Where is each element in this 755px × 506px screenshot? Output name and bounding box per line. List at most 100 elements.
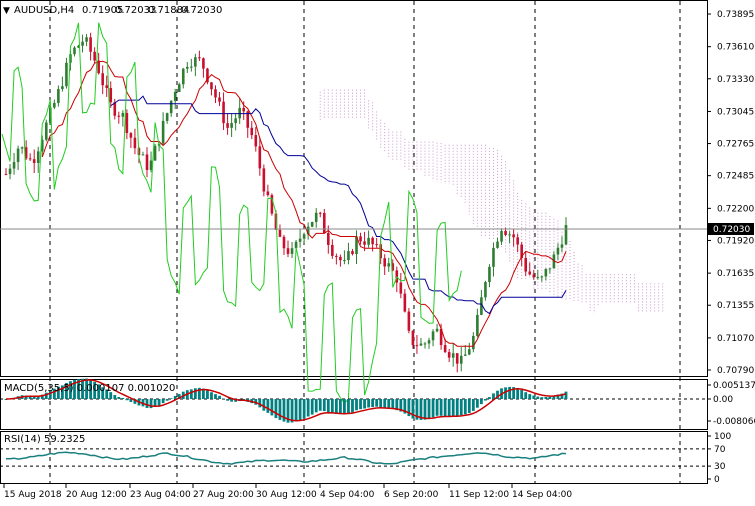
candle-body: [544, 268, 548, 277]
candle-body: [403, 293, 407, 312]
candle-body: [109, 88, 113, 103]
macd-signal-line: [5, 379, 567, 422]
candle-body: [496, 241, 499, 248]
macd-bar: [89, 379, 93, 399]
time-tick-label: 14 Sep 04:00: [512, 490, 572, 500]
macd-bar: [347, 399, 350, 414]
time-tick-label: 20 Aug 12:00: [66, 490, 127, 500]
macd-bar: [322, 399, 326, 412]
rsi-tick-label: 30: [714, 462, 726, 472]
macd-bar: [524, 392, 528, 399]
candle-body: [488, 266, 491, 283]
macd-bar: [471, 399, 475, 411]
rsi-title: RSI(14) 59.2325: [4, 434, 85, 445]
candle-body: [194, 57, 197, 67]
macd-bar: [97, 384, 101, 399]
rsi-tick-label: 100: [714, 432, 731, 442]
time-tick-label: 15 Aug 2018: [4, 490, 62, 500]
macd-bar: [149, 399, 153, 409]
candle-body: [65, 62, 68, 87]
macd-bar: [427, 399, 431, 419]
candle-body: [161, 120, 165, 144]
candle-body: [391, 263, 395, 271]
candle-body: [97, 60, 100, 74]
candlesticks: [4, 32, 568, 373]
kijun-line: [110, 95, 567, 315]
macd-bar: [355, 399, 358, 411]
candle-body: [145, 154, 149, 170]
time-tick-label: 27 Aug 20:00: [193, 490, 254, 500]
macd-bar: [189, 389, 193, 399]
macd-bar: [512, 387, 516, 399]
macd-bar: [169, 398, 173, 399]
candle-body: [476, 314, 479, 336]
macd-bar: [145, 399, 149, 408]
candle-body: [181, 68, 185, 85]
price-tick-label: 0.73330: [717, 75, 754, 85]
price-tick-label: 0.71070: [717, 334, 754, 344]
candle-body: [206, 68, 209, 83]
macd-bar: [532, 395, 536, 399]
candle-body: [314, 212, 318, 223]
candle-body: [133, 137, 137, 149]
macd-bar: [32, 396, 36, 399]
candle-body: [423, 343, 427, 345]
macd-bar: [411, 399, 415, 419]
macd-bar: [77, 379, 80, 399]
macd-bar: [278, 399, 282, 420]
rsi-tick-label: 70: [714, 445, 726, 455]
macd-bar: [548, 396, 552, 399]
price-tick-label: 0.72765: [717, 140, 754, 150]
macd-bar: [556, 394, 560, 399]
macd-tick-label: -0.008066: [713, 417, 755, 427]
candle-body: [117, 115, 121, 117]
macd-bar: [133, 399, 137, 404]
candle-body: [455, 353, 459, 364]
macd-bar: [387, 399, 391, 409]
macd-bar: [40, 394, 44, 399]
macd-bar: [36, 395, 40, 399]
candle-body: [85, 37, 88, 42]
macd-bar: [214, 394, 217, 399]
price-tick-label: 0.71355: [717, 301, 754, 311]
candle-body: [524, 258, 528, 272]
time-tick-label: 11 Sep 12:00: [449, 490, 509, 500]
macd-bar: [173, 396, 177, 399]
rsi-tick-label: 0: [714, 475, 720, 485]
tenkan-line: [41, 60, 567, 347]
candle-body: [468, 349, 471, 355]
candle-body: [73, 47, 76, 55]
macd-bar: [544, 396, 548, 399]
macd-bar: [391, 399, 395, 410]
macd-bar: [451, 399, 455, 416]
macd-bar: [455, 399, 459, 417]
candle-body: [536, 277, 540, 279]
candle-body: [322, 213, 326, 233]
candle-body: [258, 146, 262, 169]
candle-body: [302, 234, 306, 239]
candle-body: [198, 57, 201, 59]
candle-body: [306, 226, 310, 235]
candle-body: [528, 271, 532, 275]
price-tick-label: 0.73895: [717, 10, 754, 20]
candle-body: [310, 222, 314, 227]
candle-body: [49, 107, 52, 123]
macd-bar: [93, 381, 97, 399]
candle-body: [327, 232, 330, 245]
price-tick-label: 0.70790: [717, 366, 754, 376]
chikou-line: [1, 22, 462, 405]
price-tick-label: 0.71920: [717, 236, 754, 246]
macd-bar: [105, 389, 109, 399]
macd-bar: [177, 394, 181, 399]
ohlc-low: 0.71884: [148, 5, 189, 16]
candle-body: [40, 139, 44, 152]
candle-body: [427, 340, 431, 344]
candle-body: [367, 237, 370, 245]
price-tick-label: 0.72200: [717, 204, 754, 214]
candle-body: [556, 247, 560, 255]
macd-bar: [399, 399, 403, 412]
macd-bar: [318, 399, 322, 411]
dropdown-arrow-icon[interactable]: ▼: [3, 6, 10, 16]
macd-bar: [274, 399, 278, 419]
